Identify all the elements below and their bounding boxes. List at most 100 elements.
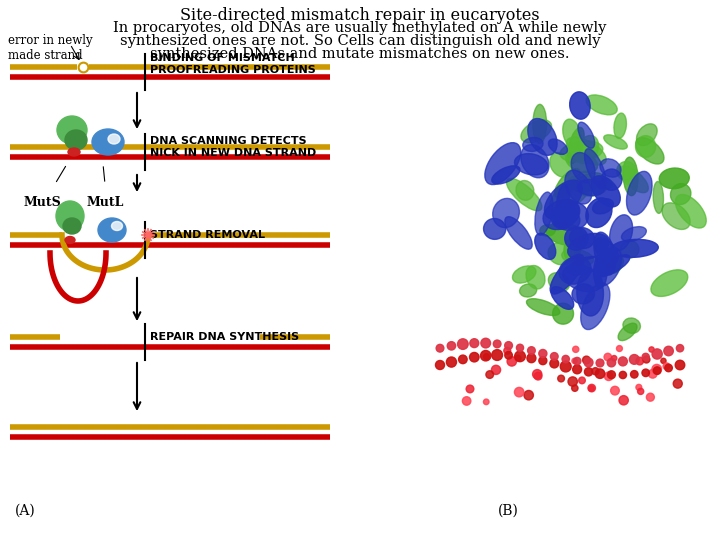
Ellipse shape [563,177,577,197]
Text: (B): (B) [498,504,519,518]
Ellipse shape [564,238,580,261]
Ellipse shape [469,353,479,362]
Ellipse shape [571,152,595,183]
Ellipse shape [550,183,571,208]
Ellipse shape [652,364,662,374]
Text: MutL: MutL [86,196,124,209]
Ellipse shape [533,104,546,144]
Ellipse shape [607,359,616,367]
Ellipse shape [676,345,684,352]
Ellipse shape [546,223,585,245]
Ellipse shape [562,249,593,266]
Ellipse shape [577,270,603,316]
Ellipse shape [567,137,606,165]
Text: synthesized ones are not. So Cells can distinguish old and newly: synthesized ones are not. So Cells can d… [120,34,600,48]
Ellipse shape [567,127,584,164]
Ellipse shape [466,385,474,393]
Ellipse shape [567,171,592,204]
Ellipse shape [483,354,490,360]
Ellipse shape [544,180,582,219]
Ellipse shape [526,266,545,289]
Ellipse shape [112,221,122,231]
Ellipse shape [581,283,610,329]
Ellipse shape [98,218,126,242]
Ellipse shape [560,361,571,372]
Ellipse shape [636,136,656,157]
Ellipse shape [528,347,535,354]
Ellipse shape [481,338,490,348]
Ellipse shape [57,116,87,144]
Ellipse shape [573,357,581,365]
Ellipse shape [492,365,500,374]
Ellipse shape [436,361,444,369]
Ellipse shape [515,355,521,361]
Ellipse shape [527,354,536,363]
Ellipse shape [608,371,616,379]
Ellipse shape [592,368,599,375]
Ellipse shape [614,113,626,138]
Ellipse shape [459,355,467,363]
Ellipse shape [626,171,652,215]
Ellipse shape [493,340,501,348]
Ellipse shape [559,257,591,284]
Ellipse shape [572,346,579,353]
Ellipse shape [507,356,516,366]
Ellipse shape [554,168,580,198]
Ellipse shape [447,342,456,350]
Ellipse shape [535,233,556,259]
Ellipse shape [638,388,644,394]
Ellipse shape [621,227,647,241]
Ellipse shape [528,118,557,156]
Ellipse shape [446,357,456,367]
Ellipse shape [523,138,543,151]
Ellipse shape [458,339,468,349]
Ellipse shape [92,129,124,155]
Ellipse shape [642,369,649,376]
Ellipse shape [572,385,578,392]
Ellipse shape [604,353,611,361]
Ellipse shape [526,299,560,315]
Ellipse shape [568,233,609,260]
Ellipse shape [505,342,513,349]
Text: DNA SCANNING DETECTS
NICK IN NEW DNA STRAND: DNA SCANNING DETECTS NICK IN NEW DNA STR… [150,136,316,158]
Ellipse shape [560,141,603,162]
Ellipse shape [675,194,706,228]
Ellipse shape [550,359,559,368]
Ellipse shape [480,350,491,361]
Ellipse shape [588,384,595,392]
Ellipse shape [610,215,633,251]
Ellipse shape [514,387,524,397]
Ellipse shape [596,359,604,367]
Ellipse shape [568,256,603,275]
Ellipse shape [553,207,580,230]
Ellipse shape [573,173,604,192]
Ellipse shape [652,349,662,359]
Ellipse shape [586,95,617,115]
Ellipse shape [521,120,552,143]
Ellipse shape [663,363,670,369]
Ellipse shape [618,323,637,341]
Ellipse shape [570,227,595,248]
Ellipse shape [65,237,75,244]
Ellipse shape [619,372,626,379]
Ellipse shape [595,255,630,277]
Ellipse shape [68,148,80,156]
Ellipse shape [661,358,666,363]
Ellipse shape [462,397,471,405]
Ellipse shape [520,284,536,297]
Ellipse shape [585,148,606,189]
Ellipse shape [504,347,510,354]
Ellipse shape [65,130,87,150]
Ellipse shape [572,358,577,363]
Ellipse shape [582,356,590,364]
Ellipse shape [551,206,574,229]
Text: BINDING OF MISMATCH
PROOFREADING PROTEINS: BINDING OF MISMATCH PROOFREADING PROTEIN… [150,53,316,75]
Ellipse shape [636,138,664,164]
Ellipse shape [570,92,590,119]
Ellipse shape [636,384,642,390]
Ellipse shape [653,181,664,213]
Ellipse shape [470,339,479,348]
Ellipse shape [534,372,542,380]
Ellipse shape [611,239,658,258]
Ellipse shape [548,243,573,265]
